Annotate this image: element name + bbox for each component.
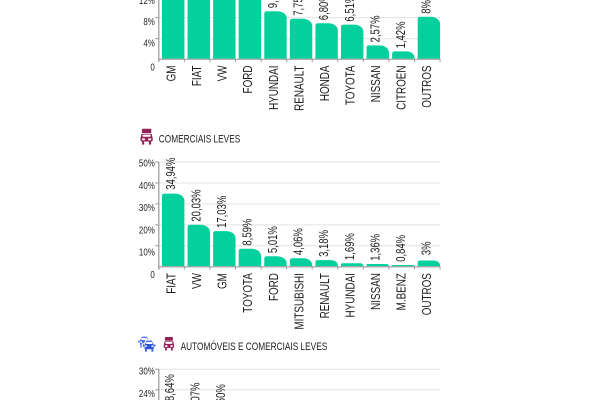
svg-text:7,75%: 7,75%: [292, 0, 306, 16]
svg-text:8%: 8%: [143, 16, 154, 27]
svg-text:24%: 24%: [139, 388, 155, 399]
svg-text:HYUNDAI: HYUNDAI: [345, 273, 358, 317]
svg-text:0: 0: [150, 269, 154, 280]
svg-text:OUTROS: OUTROS: [421, 66, 434, 108]
svg-text:17,60%: 17,60%: [215, 384, 229, 400]
svg-text:CITROEN: CITROEN: [396, 66, 409, 110]
svg-text:1,42%: 1,42%: [395, 21, 409, 48]
svg-text:HONDA: HONDA: [319, 65, 332, 101]
svg-text:8%: 8%: [420, 0, 434, 14]
svg-text:COMERCIAIS LEVES: COMERCIAIS LEVES: [159, 134, 241, 147]
svg-text:OUTROS: OUTROS: [421, 273, 434, 315]
svg-text:1,69%: 1,69%: [344, 233, 358, 260]
svg-text:TOYOTA: TOYOTA: [345, 65, 358, 105]
svg-text:10%: 10%: [139, 247, 155, 258]
svg-text:3%: 3%: [420, 241, 434, 255]
svg-text:0: 0: [150, 62, 154, 73]
svg-text:5,01%: 5,01%: [267, 226, 281, 253]
svg-text:GM: GM: [166, 66, 179, 82]
svg-text:RENAULT: RENAULT: [293, 65, 306, 110]
svg-text:HYUNDAI: HYUNDAI: [268, 66, 281, 110]
svg-text:6,80%: 6,80%: [318, 0, 332, 20]
svg-text:8,59%: 8,59%: [241, 219, 255, 246]
svg-text:FORD: FORD: [268, 273, 281, 301]
svg-text:4%: 4%: [143, 38, 154, 49]
svg-text:FIAT: FIAT: [166, 273, 179, 294]
svg-text:3,18%: 3,18%: [318, 230, 332, 257]
svg-text:MITSUBISHI: MITSUBISHI: [293, 273, 306, 329]
svg-text:1,36%: 1,36%: [369, 234, 383, 261]
svg-text:17,03%: 17,03%: [216, 196, 230, 228]
svg-text:20,03%: 20,03%: [190, 189, 204, 221]
svg-text:9,07%: 9,07%: [267, 0, 281, 8]
svg-text:FIAT: FIAT: [191, 65, 204, 86]
svg-text:VW: VW: [217, 65, 230, 81]
svg-text:GM: GM: [217, 273, 230, 289]
svg-text:34,94%: 34,94%: [165, 157, 179, 189]
svg-text:30%: 30%: [139, 202, 155, 213]
svg-text:30%: 30%: [139, 366, 155, 377]
svg-text:20%: 20%: [139, 225, 155, 236]
svg-text:20,07%: 20,07%: [189, 382, 203, 400]
svg-text:28,64%: 28,64%: [164, 374, 178, 400]
svg-text:RENAULT: RENAULT: [319, 273, 332, 318]
svg-text:AUTOMÓVEIS E COMERCIAIS LEVES: AUTOMÓVEIS E COMERCIAIS LEVES: [181, 341, 328, 354]
svg-text:TOYOTA: TOYOTA: [242, 273, 255, 313]
svg-text:40%: 40%: [139, 180, 155, 191]
svg-text:M.BENZ: M.BENZ: [396, 273, 409, 310]
svg-text:6,51%: 6,51%: [344, 0, 358, 22]
svg-text:2,57%: 2,57%: [369, 15, 383, 42]
svg-text:NISSAN: NISSAN: [370, 273, 383, 310]
svg-text:VW: VW: [191, 273, 204, 289]
svg-text:NISSAN: NISSAN: [370, 66, 383, 103]
svg-text:0,84%: 0,84%: [395, 235, 409, 262]
svg-text:12%: 12%: [139, 0, 155, 6]
svg-text:50%: 50%: [139, 158, 155, 169]
svg-text:FORD: FORD: [242, 66, 255, 94]
svg-text:4,06%: 4,06%: [292, 228, 306, 255]
